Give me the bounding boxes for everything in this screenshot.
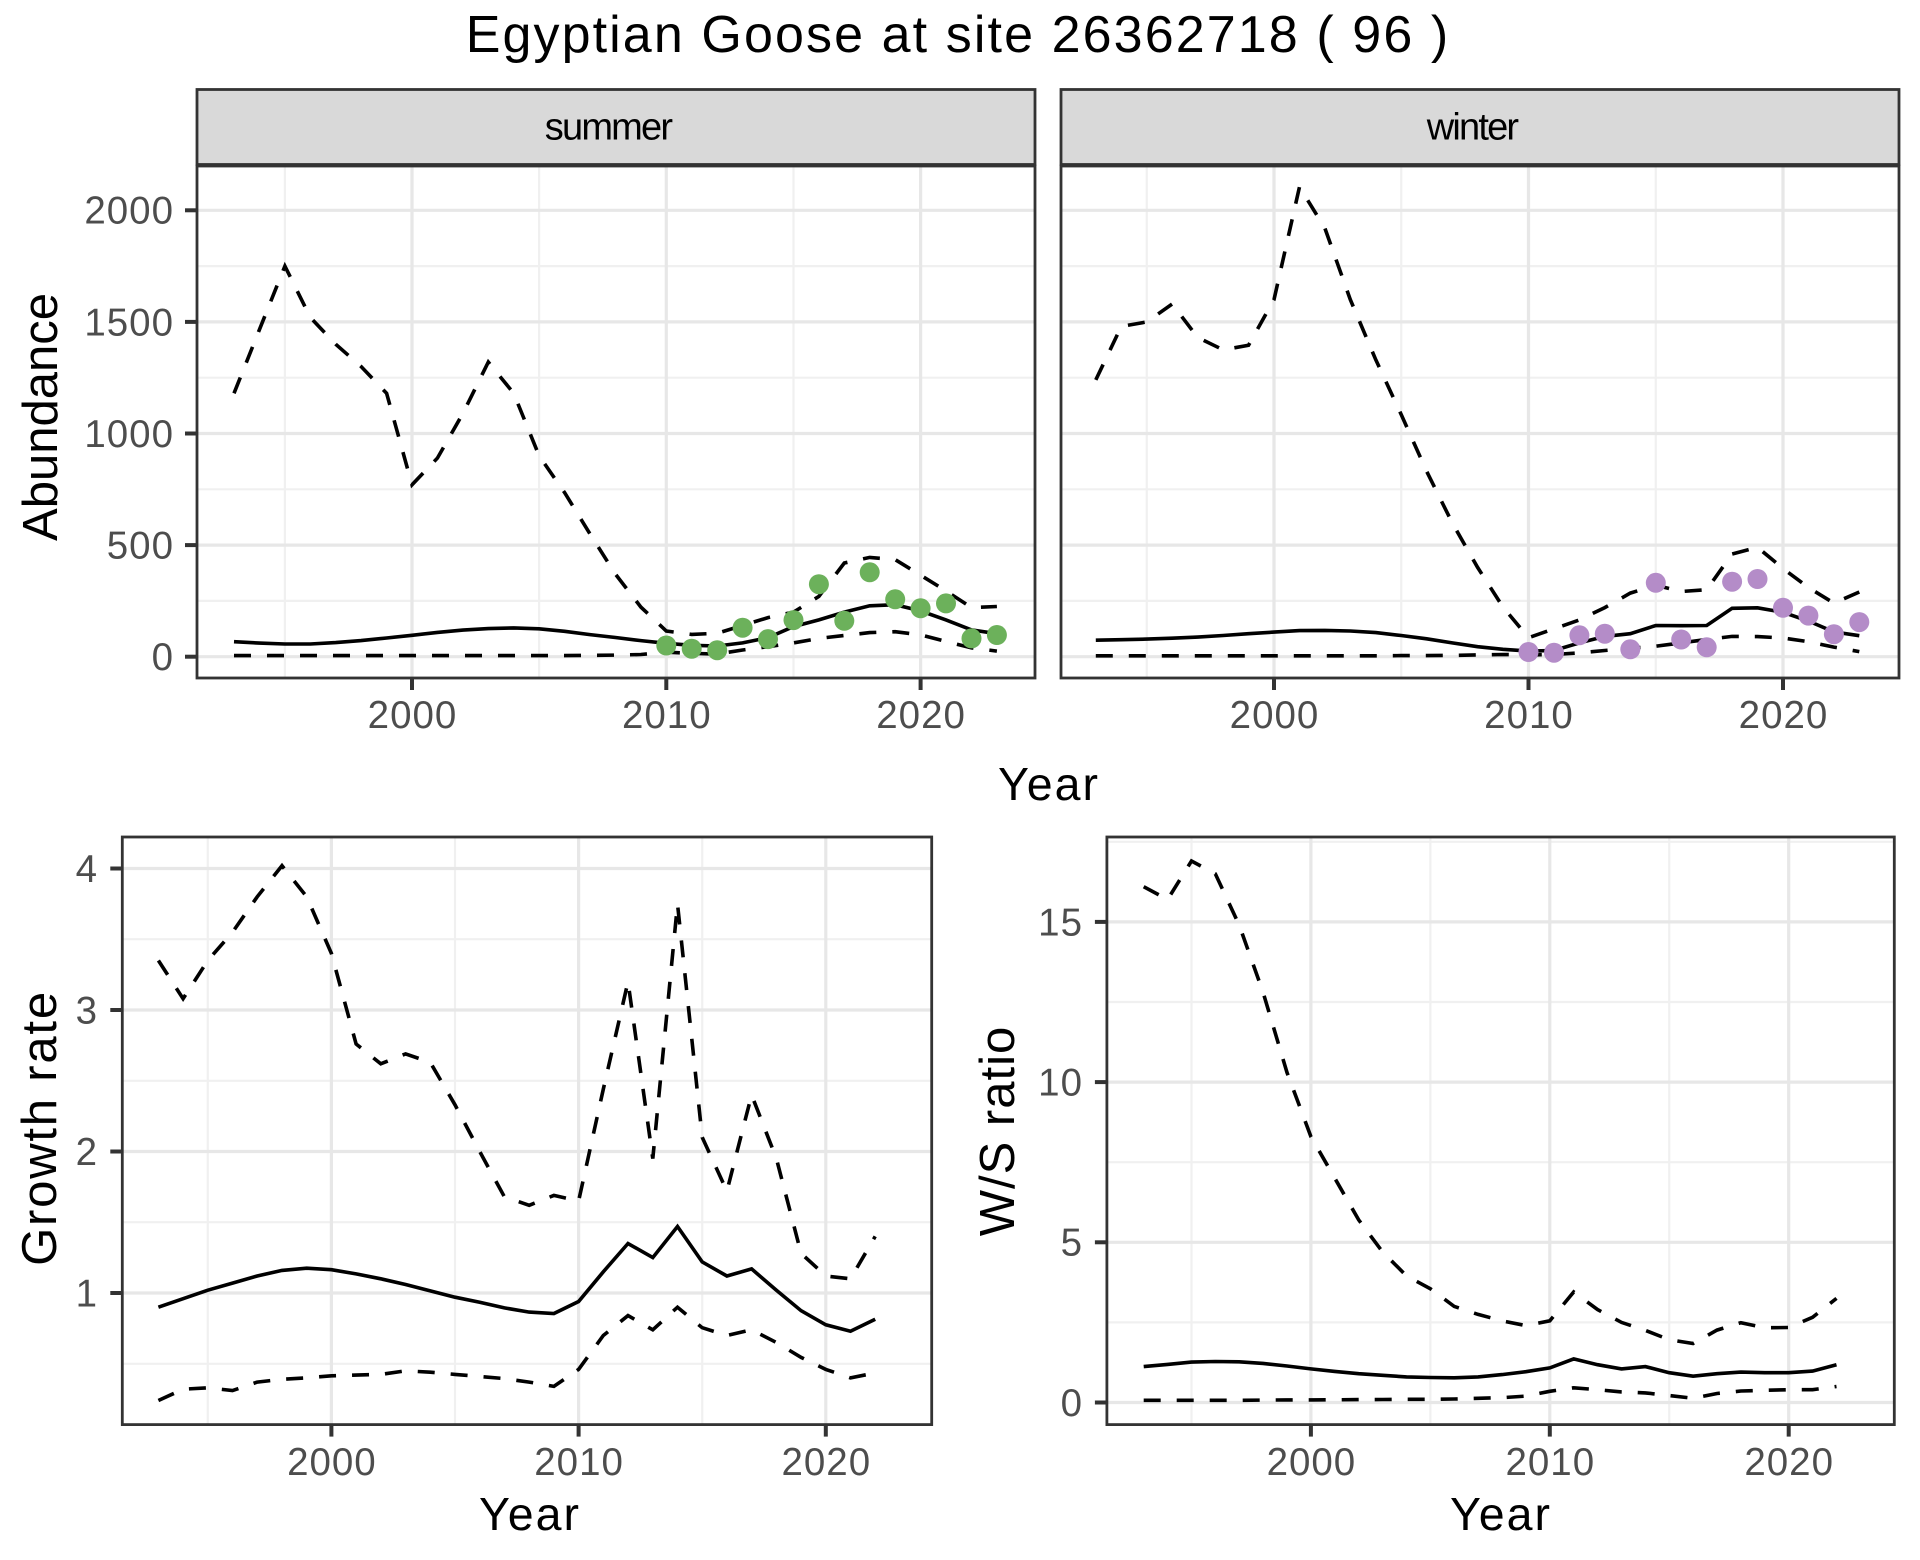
svg-text:1000: 1000	[84, 413, 174, 456]
svg-text:2020: 2020	[781, 1441, 871, 1484]
svg-text:2010: 2010	[622, 694, 712, 737]
svg-text:500: 500	[107, 525, 174, 568]
svg-text:Year: Year	[479, 1488, 581, 1540]
svg-text:Year: Year	[1450, 1488, 1552, 1540]
svg-text:3: 3	[76, 989, 98, 1032]
svg-text:4: 4	[76, 848, 98, 891]
svg-text:2000: 2000	[84, 190, 174, 233]
svg-text:1500: 1500	[84, 301, 174, 344]
svg-text:2000: 2000	[1267, 1441, 1357, 1484]
svg-text:0: 0	[1061, 1382, 1083, 1425]
svg-text:5: 5	[1061, 1222, 1083, 1265]
svg-text:15: 15	[1038, 901, 1083, 944]
svg-text:2000: 2000	[368, 694, 458, 737]
svg-text:2000: 2000	[287, 1441, 377, 1484]
svg-text:2020: 2020	[876, 694, 966, 737]
svg-text:2010: 2010	[534, 1441, 624, 1484]
svg-text:2020: 2020	[1744, 1441, 1834, 1484]
svg-text:2010: 2010	[1484, 694, 1574, 737]
svg-text:Year: Year	[998, 758, 1100, 810]
svg-text:10: 10	[1038, 1062, 1083, 1105]
svg-text:0: 0	[152, 636, 174, 679]
svg-text:1: 1	[76, 1272, 98, 1315]
svg-text:2000: 2000	[1230, 694, 1320, 737]
svg-text:Growth rate: Growth rate	[13, 990, 67, 1266]
svg-text:2010: 2010	[1505, 1441, 1595, 1484]
svg-text:2020: 2020	[1739, 694, 1829, 737]
svg-text:Egyptian Goose at site 2636271: Egyptian Goose at site 26362718 ( 96 )	[466, 6, 1451, 64]
svg-text:W/S ratio: W/S ratio	[971, 1026, 1025, 1236]
svg-text:Abundance: Abundance	[14, 293, 68, 541]
svg-text:winter: winter	[1426, 107, 1520, 149]
svg-text:summer: summer	[545, 107, 674, 149]
svg-text:2: 2	[76, 1131, 98, 1174]
